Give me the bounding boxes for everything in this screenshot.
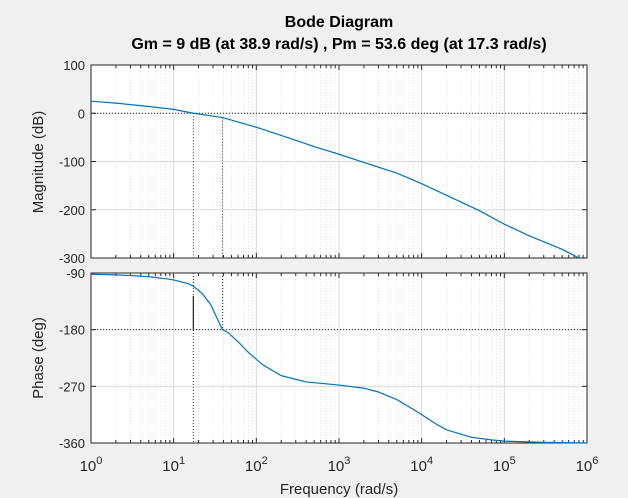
chart-subtitle: Gm = 9 dB (at 38.9 rad/s) , Pm = 53.6 de… xyxy=(131,36,546,53)
x-tick-label: 105 xyxy=(493,455,516,475)
magnitude-curve xyxy=(90,100,580,259)
x-tick-label: 103 xyxy=(328,455,351,475)
x-tick-label: 102 xyxy=(245,455,268,475)
phase-grid xyxy=(91,273,587,443)
magnitude-series xyxy=(90,100,580,259)
x-tick-label: 104 xyxy=(410,455,433,475)
y-tick-label: -270 xyxy=(59,379,85,394)
y-tick-label: -300 xyxy=(59,251,85,266)
magnitude-margin-annotations xyxy=(91,112,587,258)
magnitude-grid xyxy=(91,65,587,258)
x-axis-label: Frequency (rad/s) xyxy=(280,481,398,498)
phase-y-axis-label: Phase (deg) xyxy=(30,317,47,399)
x-tick-label: 101 xyxy=(162,455,185,475)
magnitude-axes: 100 0 -100 -200 -300 Magnitude (dB) xyxy=(30,58,588,266)
x-tick-label: 106 xyxy=(576,455,599,475)
y-tick-label: -360 xyxy=(59,436,85,451)
phase-y-tick-labels: -90 -180 -270 -360 xyxy=(59,266,85,451)
phase-axes: -90 -180 -270 -360 Phase (deg) xyxy=(30,266,588,451)
y-tick-label: -100 xyxy=(59,155,85,170)
phase-margin-annotations xyxy=(91,273,587,443)
chart-title: Bode Diagram xyxy=(285,14,393,31)
y-tick-label: -200 xyxy=(59,203,85,218)
phase-series xyxy=(90,273,588,444)
phase-curve xyxy=(90,273,588,444)
magnitude-y-tick-labels: 100 0 -100 -200 -300 xyxy=(59,58,85,266)
magnitude-y-axis-label: Magnitude (dB) xyxy=(30,111,47,214)
phase-tick-marks xyxy=(90,272,587,444)
y-tick-label: 0 xyxy=(78,106,85,121)
y-tick-label: -90 xyxy=(66,266,85,281)
y-tick-label: -180 xyxy=(59,323,85,338)
magnitude-tick-marks xyxy=(90,64,587,259)
x-tick-label: 100 xyxy=(80,455,103,475)
x-tick-labels: 100 101 102 103 104 105 106 xyxy=(80,455,599,475)
y-tick-label: 100 xyxy=(63,58,85,73)
